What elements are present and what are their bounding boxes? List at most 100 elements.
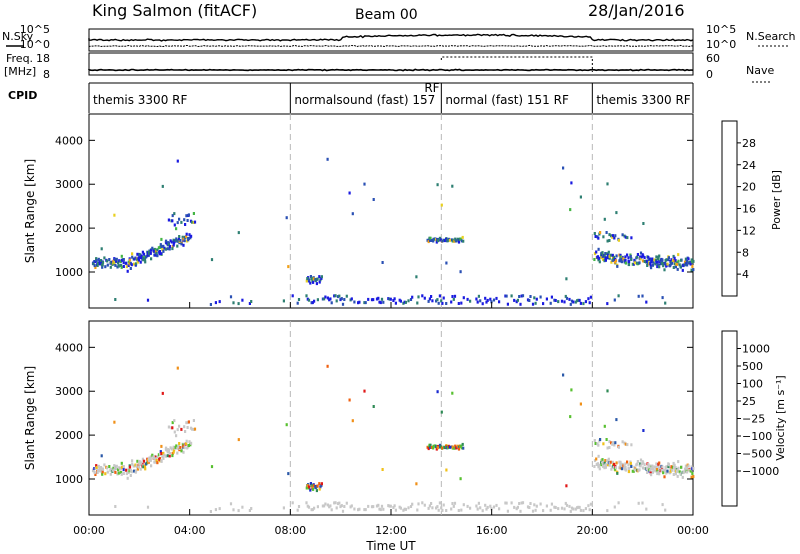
velocity-cell bbox=[674, 466, 677, 470]
power-panel: 1000 2000 3000 4000 Slant Range [km] bbox=[23, 113, 695, 309]
power-cell bbox=[296, 301, 299, 305]
velocity-cell bbox=[576, 506, 579, 510]
power-cell bbox=[660, 262, 663, 266]
velocity-cell bbox=[619, 462, 622, 466]
velocity-cell bbox=[120, 472, 123, 476]
velocity-cell bbox=[613, 462, 616, 466]
velocity-cell bbox=[134, 463, 137, 467]
velocity-cell bbox=[649, 468, 652, 472]
power-cell bbox=[441, 239, 444, 243]
power-cell bbox=[674, 265, 677, 269]
power-cell bbox=[623, 234, 626, 238]
power-cell bbox=[629, 254, 632, 258]
velocity-cell bbox=[603, 424, 606, 428]
velocity-cell bbox=[692, 466, 695, 470]
power-cell bbox=[663, 268, 666, 272]
power-cell bbox=[423, 296, 426, 300]
power-cell bbox=[336, 295, 340, 299]
power-cell bbox=[138, 255, 141, 259]
velocity-cell bbox=[608, 463, 611, 467]
power-cell bbox=[661, 296, 664, 300]
velocity-cell bbox=[640, 462, 643, 466]
velocity-cell bbox=[229, 502, 233, 506]
velocity-cell bbox=[250, 507, 253, 510]
velocity-cell bbox=[669, 467, 672, 470]
power-cell bbox=[673, 262, 676, 266]
velocity-cell bbox=[351, 419, 354, 423]
cpid-segment-label: themis 3300 RF bbox=[93, 93, 187, 107]
y-tick-label: 3000 bbox=[55, 178, 83, 191]
velocity-cell bbox=[647, 468, 650, 472]
power-cell bbox=[100, 259, 103, 262]
velocity-cell bbox=[431, 506, 434, 510]
velocity-cell bbox=[115, 464, 118, 468]
power-cell bbox=[652, 260, 655, 264]
power-cell bbox=[430, 239, 433, 242]
velocity-cell bbox=[98, 466, 101, 470]
power-cell bbox=[403, 300, 406, 304]
power-cell bbox=[141, 250, 144, 254]
velocity-cell bbox=[193, 427, 197, 431]
velocity-cell bbox=[421, 501, 424, 505]
power-cell bbox=[159, 245, 162, 249]
velocity-colorbar-tick-label: −500 bbox=[742, 448, 772, 461]
velocity-cell bbox=[598, 467, 601, 471]
power-cell bbox=[610, 234, 613, 238]
velocity-scatter bbox=[91, 364, 695, 513]
velocity-cell bbox=[113, 468, 116, 472]
velocity-cell bbox=[630, 465, 633, 468]
power-colorbar-tick-label: 8 bbox=[742, 246, 749, 259]
velocity-cell bbox=[427, 447, 430, 451]
velocity-cell bbox=[616, 471, 619, 475]
power-cell bbox=[606, 302, 609, 306]
power-cell bbox=[565, 277, 568, 281]
velocity-cell bbox=[393, 504, 396, 508]
power-cell bbox=[330, 301, 333, 305]
velocity-cell bbox=[357, 508, 360, 512]
power-cell bbox=[481, 302, 484, 306]
power-cell bbox=[510, 294, 513, 298]
velocity-cell bbox=[441, 508, 444, 512]
power-cell bbox=[432, 239, 435, 243]
velocity-cell bbox=[660, 469, 663, 473]
power-cell bbox=[316, 298, 319, 302]
power-cell bbox=[614, 259, 618, 263]
power-cell bbox=[119, 260, 122, 263]
velocity-cell bbox=[182, 450, 185, 454]
power-cell bbox=[312, 280, 315, 284]
velocity-cell bbox=[679, 472, 682, 476]
velocity-cell bbox=[601, 458, 604, 462]
power-cell bbox=[665, 258, 668, 262]
velocity-cell bbox=[429, 443, 432, 447]
colorbar-frame bbox=[721, 120, 738, 297]
velocity-cell bbox=[305, 486, 308, 490]
power-cell bbox=[147, 250, 151, 254]
freq-label-line1: Freq. bbox=[6, 52, 33, 65]
velocity-colorbar-tick-label: 100 bbox=[742, 378, 763, 391]
power-cell bbox=[106, 259, 109, 263]
velocity-cell bbox=[131, 459, 134, 463]
power-cell bbox=[120, 264, 123, 267]
velocity-cell bbox=[316, 484, 319, 488]
velocity-cell bbox=[428, 504, 431, 508]
power-cell bbox=[171, 214, 174, 218]
velocity-cell bbox=[516, 505, 519, 509]
power-cell bbox=[429, 236, 432, 240]
velocity-cell bbox=[156, 461, 159, 465]
velocity-cell bbox=[627, 470, 631, 474]
power-cell bbox=[574, 300, 577, 304]
velocity-cell bbox=[329, 504, 332, 508]
velocity-cell bbox=[565, 484, 568, 488]
velocity-cell bbox=[139, 460, 142, 464]
velocity-cell bbox=[451, 502, 454, 505]
power-cell bbox=[115, 257, 118, 261]
velocity-cell bbox=[122, 468, 125, 472]
velocity-cell bbox=[157, 453, 160, 457]
power-cell bbox=[490, 300, 493, 304]
velocity-cell bbox=[167, 425, 170, 429]
power-cell bbox=[297, 298, 301, 301]
velocity-cell bbox=[462, 446, 465, 450]
velocity-cell bbox=[140, 462, 143, 466]
power-cell bbox=[436, 298, 439, 302]
velocity-cell bbox=[93, 467, 96, 470]
